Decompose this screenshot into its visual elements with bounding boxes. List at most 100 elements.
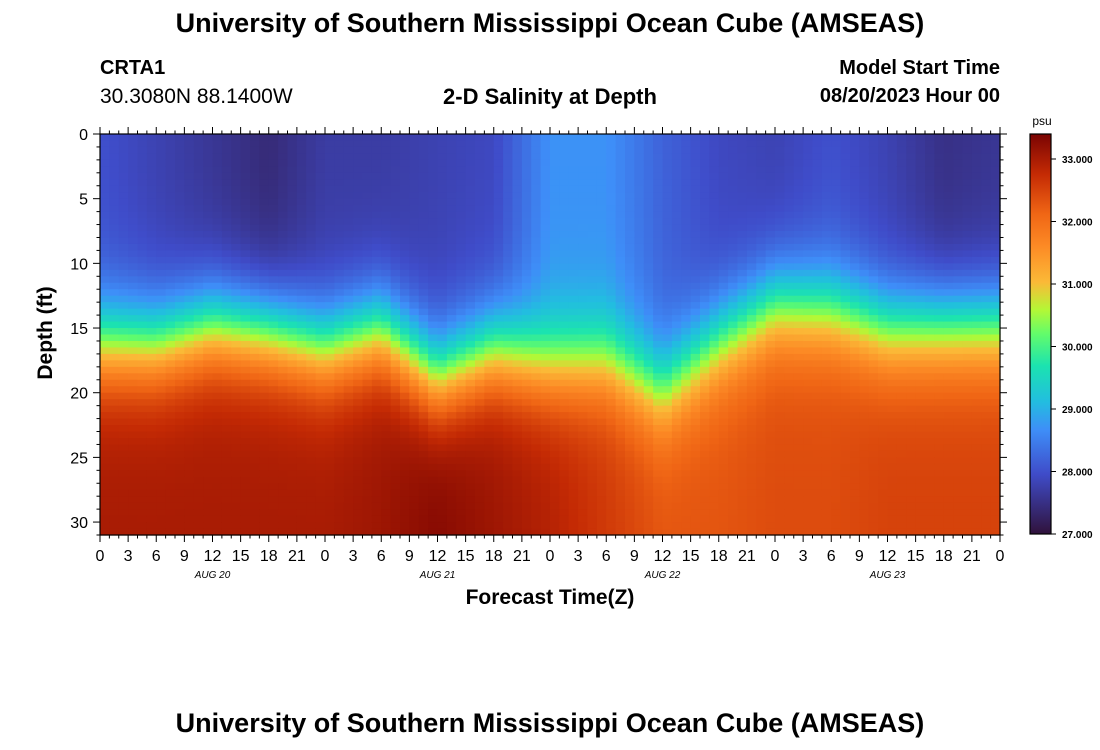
heatmap-cell [484,379,495,387]
heatmap-cell [812,153,823,161]
heatmap-cell [803,334,814,342]
heatmap-cell [156,444,167,452]
heatmap-cell [521,386,532,394]
heatmap-cell [371,146,382,155]
heatmap-cell [362,399,373,407]
heatmap-cell [109,295,120,303]
heatmap-cell [812,431,823,439]
heatmap-cell [390,347,401,355]
heatmap-cell [662,450,673,458]
heatmap-cell [390,237,401,245]
heatmap-cell [428,153,439,161]
heatmap-cell [175,308,185,316]
heatmap-cell [212,360,223,368]
heatmap-cell [493,289,504,297]
heatmap-cell [390,334,401,342]
heatmap-cell [578,470,589,478]
heatmap-cell [193,237,204,245]
heatmap-cell [165,153,176,161]
heatmap-cell [259,366,270,374]
heatmap-cell [381,483,392,491]
heatmap-cell [728,360,739,368]
heatmap-cell [212,321,223,329]
heatmap-cell [137,360,148,368]
heatmap-cell [325,431,335,439]
heatmap-cell [578,269,589,277]
heatmap-cell [437,405,448,413]
heatmap-cell [175,269,185,277]
heatmap-cell [728,483,739,491]
heatmap-cell [578,509,589,517]
heatmap-cell [465,269,476,277]
heatmap-cell [212,522,223,530]
heatmap-cell [521,437,532,446]
heatmap-cell [521,328,532,336]
heatmap-cell [784,425,795,433]
heatmap-cell [690,483,701,491]
heatmap-cell [634,282,645,290]
heatmap-cell [400,231,410,239]
heatmap-cell [409,134,420,142]
heatmap-cell [381,431,392,439]
heatmap-cell [803,405,814,413]
heatmap-cell [456,340,467,349]
heatmap-cell [259,179,270,187]
heatmap-cell [615,425,626,433]
heatmap-cell [128,476,139,484]
heatmap-cell [250,159,260,167]
heatmap-cell [446,340,457,349]
heatmap-cell [146,276,157,284]
heatmap-cell [109,308,120,316]
heatmap-cell [165,276,176,284]
heatmap-cell [831,425,842,433]
heatmap-cell [559,483,570,491]
heatmap-cell [756,366,767,374]
heatmap-cell [381,509,392,517]
heatmap-cell [456,308,467,316]
heatmap-cell [634,172,645,180]
heatmap-cell [390,340,401,349]
heatmap-cell [128,224,139,232]
heatmap-cell [128,366,139,374]
heatmap-cell [156,418,167,426]
heatmap-cell [156,476,167,484]
heatmap-cell [718,224,729,232]
heatmap-cell [831,211,842,219]
heatmap-cell [531,192,542,200]
heatmap-cell [681,218,692,226]
heatmap-cell [381,457,392,465]
heatmap-cell [193,353,204,361]
heatmap-cell [550,515,560,523]
heatmap-cell [484,437,495,446]
heatmap-cell [334,276,345,284]
heatmap-cell [737,379,748,387]
heatmap-cell [259,328,270,336]
heatmap-cell [718,463,729,471]
heatmap-cell [540,412,551,420]
heatmap-cell [784,399,795,407]
heatmap-cell [559,321,570,329]
heatmap-cell [418,211,429,219]
heatmap-cell [615,224,626,232]
heatmap-cell [803,256,814,264]
heatmap-cell [775,198,785,206]
heatmap-cell [540,256,551,264]
heatmap-cell [690,476,701,484]
heatmap-cell [465,340,476,349]
heatmap-cell [175,276,185,284]
heatmap-cell [559,185,570,193]
heatmap-cell [531,269,542,277]
heatmap-cell [165,269,176,277]
heatmap-cell [521,457,532,465]
heatmap-cell [390,392,401,400]
heatmap-cell [165,450,176,458]
heatmap-cell [259,211,270,219]
heatmap-cell [671,250,682,258]
heatmap-cell [175,334,185,342]
heatmap-cell [146,386,157,394]
heatmap-cell [193,399,204,407]
heatmap-cell [456,302,467,310]
heatmap-cell [793,437,804,446]
heatmap-cell [175,425,185,433]
heatmap-cell [418,360,429,368]
